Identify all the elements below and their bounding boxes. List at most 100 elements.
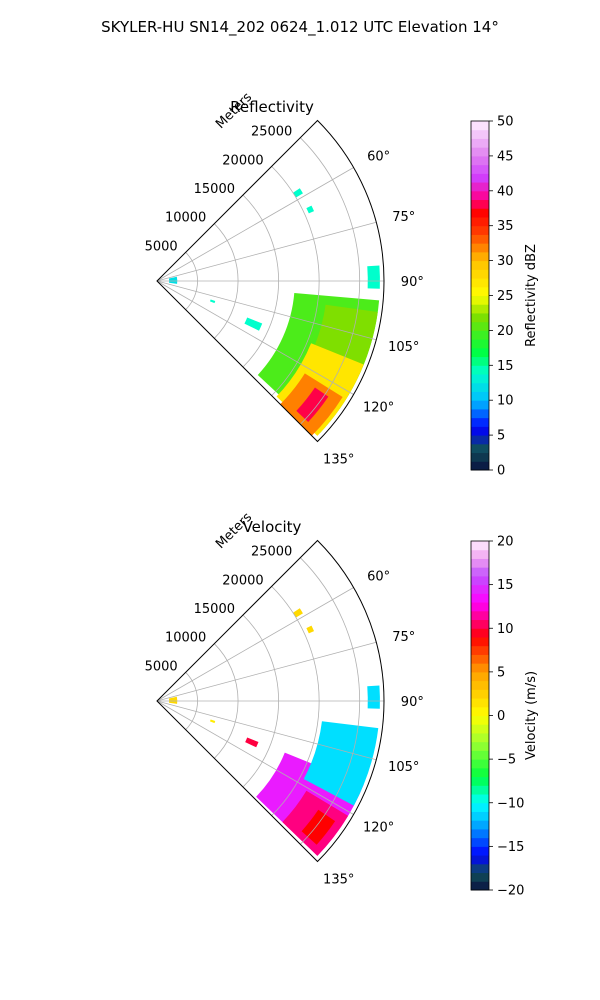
colorbar-segment bbox=[471, 610, 489, 621]
colorbar-tick-label: 0 bbox=[497, 464, 505, 479]
colorbar-segment bbox=[471, 732, 489, 743]
radial-tick-label: 5000 bbox=[145, 239, 178, 254]
colorbar-segment bbox=[471, 846, 489, 856]
angle-tick-label: 105° bbox=[388, 760, 419, 775]
colorbar-segment bbox=[471, 295, 489, 305]
colorbar-segment bbox=[471, 374, 489, 384]
colorbar-segment bbox=[471, 776, 489, 786]
colorbar-segment bbox=[471, 243, 489, 253]
colorbar-segment bbox=[471, 269, 489, 279]
radial-tick-label: 20000 bbox=[222, 573, 263, 588]
panel-title: Reflectivity bbox=[230, 98, 314, 116]
radial-tick-label: 5000 bbox=[145, 659, 178, 674]
colorbar-tick-label: 25 bbox=[497, 289, 514, 304]
colorbar-segment bbox=[471, 330, 489, 340]
colorbar-segment bbox=[471, 182, 489, 192]
colorbar-segment bbox=[471, 286, 489, 296]
data-region bbox=[301, 809, 336, 845]
radial-tick-label: 15000 bbox=[194, 602, 235, 617]
colorbar-segment bbox=[471, 426, 489, 436]
colorbar-segment bbox=[471, 706, 489, 716]
colorbar-segment bbox=[471, 671, 489, 682]
colorbar-segment bbox=[471, 863, 489, 874]
data-region bbox=[292, 188, 303, 198]
data-region bbox=[245, 737, 259, 748]
colorbar-segment bbox=[471, 347, 489, 358]
colorbar-segment bbox=[471, 304, 489, 314]
colorbar-segment bbox=[471, 872, 489, 882]
colorbar-segment bbox=[471, 435, 489, 445]
colorbar-segment bbox=[471, 759, 489, 769]
data-region bbox=[367, 685, 380, 709]
colorbar-segment bbox=[471, 558, 489, 568]
angle-tick-label: 60° bbox=[367, 569, 390, 584]
radial-tick-label: 10000 bbox=[165, 631, 206, 646]
colorbar-segment bbox=[471, 619, 489, 629]
colorbar-segment bbox=[471, 602, 489, 612]
azimuth-gridline bbox=[156, 167, 354, 282]
colorbar-segment bbox=[471, 138, 489, 148]
colorbar-segment bbox=[471, 190, 489, 201]
colorbar-segment bbox=[471, 837, 489, 847]
angle-tick-label: 75° bbox=[392, 630, 415, 645]
colorbar-segment bbox=[471, 312, 489, 323]
colorbar-segment bbox=[471, 811, 489, 821]
data-region bbox=[306, 205, 315, 214]
colorbar-tick-label: 15 bbox=[497, 359, 514, 374]
data-region bbox=[367, 265, 380, 289]
angle-tick-label: 90° bbox=[401, 695, 424, 710]
reflectivity-panel: Reflectivity500010000150002000025000Mete… bbox=[145, 90, 539, 479]
colorbar-segment bbox=[471, 164, 489, 174]
colorbar-segment bbox=[471, 321, 489, 331]
colorbar-segment bbox=[471, 382, 489, 392]
radial-tick-label: 15000 bbox=[194, 182, 235, 197]
colorbar-segment bbox=[471, 593, 489, 603]
colorbar-segment bbox=[471, 855, 489, 865]
data-region bbox=[306, 625, 315, 634]
colorbar-segment bbox=[471, 339, 489, 349]
colorbar-segment bbox=[471, 391, 489, 401]
colorbar-tick-label: 20 bbox=[497, 324, 514, 339]
angle-tick-label: 75° bbox=[392, 210, 415, 225]
colorbar-segment bbox=[471, 225, 489, 235]
angle-tick-label: 135° bbox=[323, 453, 354, 468]
colorbar-tick-label: 40 bbox=[497, 184, 514, 199]
angle-tick-label: 120° bbox=[363, 821, 394, 836]
colorbar-segment bbox=[471, 689, 489, 699]
radial-tick-label: 10000 bbox=[165, 211, 206, 226]
colorbar-tick-label: −5 bbox=[497, 753, 516, 768]
colorbar-segment bbox=[471, 794, 489, 804]
colorbar-segment bbox=[471, 828, 489, 839]
data-region bbox=[168, 276, 178, 284]
colorbar-segment bbox=[471, 541, 489, 551]
colorbar-segment bbox=[471, 636, 489, 647]
colorbar-segment bbox=[471, 567, 489, 577]
azimuth-gridline bbox=[156, 700, 377, 761]
colorbar-segment bbox=[471, 663, 489, 673]
sector-frame bbox=[156, 539, 385, 863]
azimuth-gridline bbox=[156, 280, 377, 341]
colorbar-tick-label: 20 bbox=[497, 535, 514, 550]
colorbar-tick-label: −15 bbox=[497, 840, 524, 855]
colorbar-label: Reflectivity dBZ bbox=[524, 244, 539, 347]
colorbar-segment bbox=[471, 452, 489, 462]
colorbar-tick-label: −10 bbox=[497, 796, 524, 811]
colorbar-tick-label: 5 bbox=[497, 665, 505, 680]
colorbar-segment bbox=[471, 278, 489, 288]
colorbar-segment bbox=[471, 820, 489, 830]
colorbar-segment bbox=[471, 628, 489, 638]
colorbar-segment bbox=[471, 251, 489, 262]
colorbar-tick-label: 50 bbox=[497, 115, 514, 130]
radial-tick-label: 20000 bbox=[222, 153, 263, 168]
colorbar-segment bbox=[471, 260, 489, 270]
colorbar-tick-label: 30 bbox=[497, 254, 514, 269]
angle-tick-label: 105° bbox=[388, 340, 419, 355]
colorbar-segment bbox=[471, 129, 489, 139]
azimuth-gridline bbox=[156, 700, 354, 815]
colorbar-tick-label: 45 bbox=[497, 149, 514, 164]
data-region bbox=[292, 608, 303, 618]
angle-tick-label: 60° bbox=[367, 149, 390, 164]
data-region bbox=[168, 696, 178, 704]
colorbar-segment bbox=[471, 461, 489, 471]
